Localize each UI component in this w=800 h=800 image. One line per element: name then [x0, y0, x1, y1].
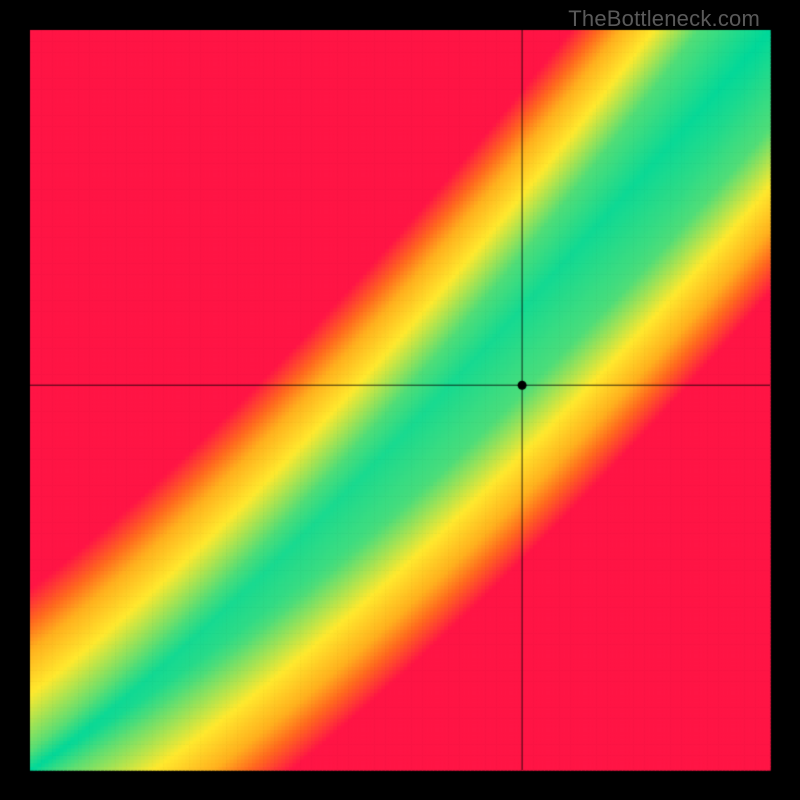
bottleneck-heatmap [0, 0, 800, 800]
watermark-text: TheBottleneck.com [568, 6, 760, 32]
chart-container: TheBottleneck.com [0, 0, 800, 800]
